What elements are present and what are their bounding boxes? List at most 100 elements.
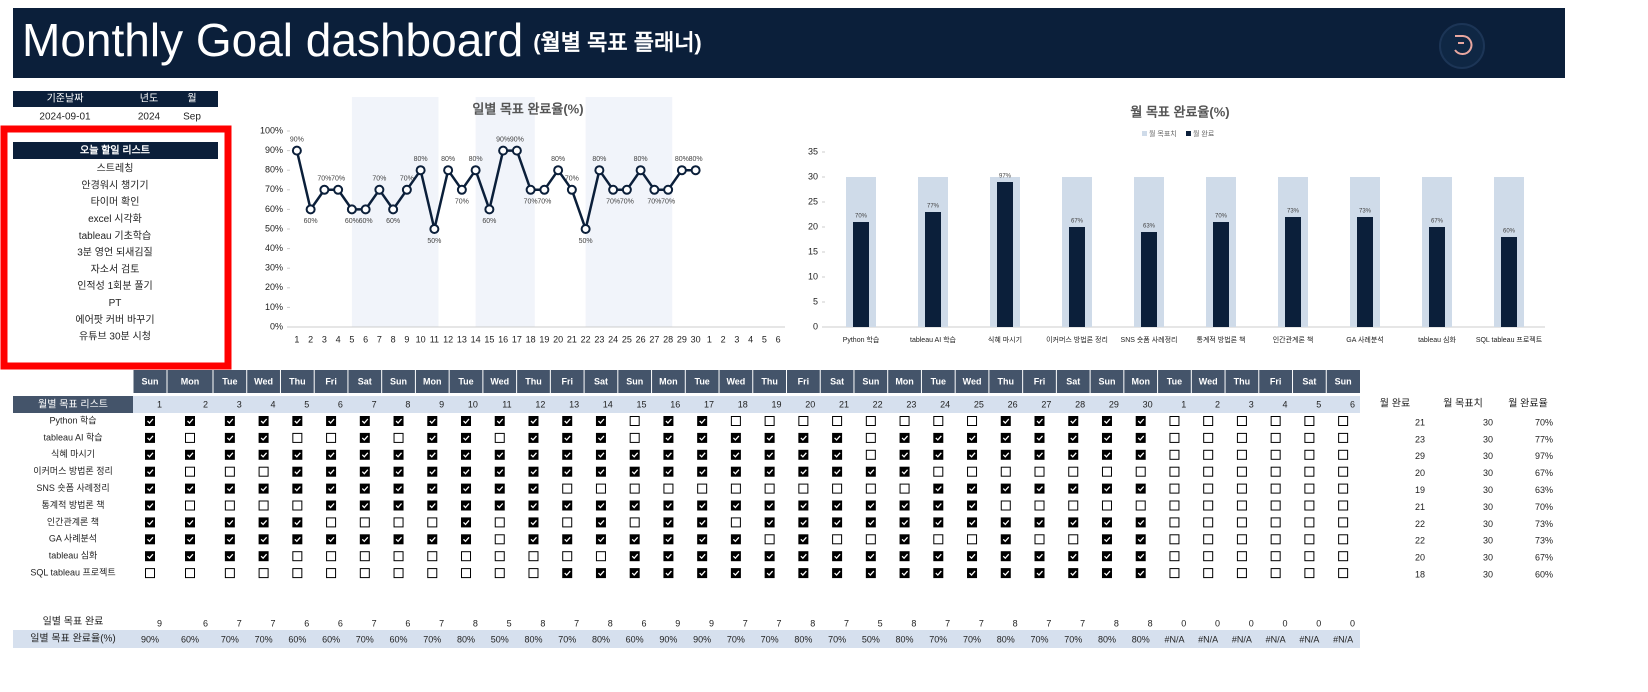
checkbox	[933, 449, 944, 460]
checkbox	[461, 432, 472, 443]
weekday: Wed	[254, 376, 273, 386]
y-tick-label: 10	[808, 271, 818, 281]
check-tick	[226, 486, 234, 492]
checkbox	[427, 449, 438, 460]
checkbox	[224, 551, 235, 562]
checkbox	[393, 534, 404, 545]
checkbox	[1270, 568, 1281, 579]
point	[525, 184, 536, 195]
day-number: 2	[203, 399, 208, 409]
checkbox	[764, 466, 775, 477]
check-tick	[463, 452, 470, 458]
check-tick	[187, 486, 194, 492]
checkbox	[1000, 500, 1011, 511]
checkbox	[1000, 517, 1011, 528]
checkbox	[899, 568, 910, 579]
checkbox	[185, 551, 195, 562]
checkbox	[730, 568, 741, 579]
goal-name: 인간관계론 책	[47, 516, 99, 527]
checkbox	[145, 416, 155, 426]
check-tick	[800, 469, 807, 475]
point-label: 50%	[579, 238, 593, 245]
checkbox	[764, 534, 775, 545]
checkbox	[145, 483, 155, 494]
daily-done: 7	[743, 618, 748, 628]
weekday: Thu	[761, 376, 778, 386]
date-header: 월	[187, 93, 196, 105]
bar-label: 70%	[1215, 214, 1228, 220]
check-tick	[530, 536, 537, 543]
checkbox	[933, 500, 944, 511]
checkbox	[1203, 551, 1214, 562]
checkbox	[224, 534, 235, 545]
daily-rate: #N/A	[1266, 634, 1286, 644]
checkbox	[967, 517, 978, 528]
x-tick-label: 1	[294, 334, 299, 344]
checkbox	[1270, 500, 1281, 511]
check-tick	[1104, 553, 1111, 560]
check-tick	[1036, 486, 1043, 492]
month-done: 29	[1415, 451, 1425, 461]
checkbox	[764, 551, 775, 562]
checkbox	[1169, 500, 1180, 511]
checkbox	[764, 568, 775, 579]
check-tick	[597, 469, 605, 475]
checkbox	[1068, 551, 1079, 562]
checkbox	[1338, 534, 1349, 545]
daily-rate: 80%	[1132, 634, 1150, 644]
logo-glyph	[1454, 35, 1473, 55]
check-tick	[260, 418, 268, 424]
check-tick	[294, 519, 301, 526]
point	[511, 145, 522, 156]
checkbox	[933, 416, 944, 426]
daily-rate: 70%	[929, 634, 947, 644]
check-tick	[395, 418, 403, 424]
month-rate: 67%	[1535, 468, 1553, 478]
check-tick	[1002, 553, 1010, 560]
checkbox	[798, 500, 809, 511]
check-tick	[463, 486, 470, 492]
check-tick	[530, 435, 537, 441]
check-tick	[665, 469, 672, 475]
header-bar	[13, 8, 1565, 78]
weekday: Thu	[289, 376, 306, 386]
todo-item: 자소서 검토	[91, 263, 140, 275]
y-tick-label: 100%	[260, 125, 283, 135]
check-tick	[665, 452, 672, 458]
checkbox	[595, 517, 606, 528]
checkbox	[730, 483, 741, 494]
daily-rate: 60%	[626, 634, 644, 644]
checkbox	[967, 483, 978, 494]
checkbox	[1101, 466, 1112, 477]
x-tick-label: SNS 숏폼 사례정리	[1121, 335, 1178, 344]
daily-done: 0	[1316, 618, 1321, 628]
logo[interactable]	[1439, 23, 1485, 69]
checkbox	[1169, 483, 1180, 494]
y-tick-label: 0%	[270, 321, 283, 331]
checkbox	[798, 416, 809, 426]
daily-rate: 80%	[997, 634, 1015, 644]
x-tick-label: 5	[349, 334, 354, 344]
checkbox	[730, 466, 741, 477]
daily-rate: 70%	[423, 634, 441, 644]
checkbox	[595, 449, 606, 460]
checkbox	[1304, 416, 1315, 426]
month-rate: 97%	[1535, 451, 1553, 461]
checkbox	[798, 568, 809, 579]
month-target: 30	[1483, 468, 1493, 478]
daily-done: 7	[945, 618, 950, 628]
checkbox	[933, 466, 944, 477]
weekday: Sat	[1066, 376, 1080, 386]
daily-rate: #N/A	[1232, 634, 1252, 644]
checkbox	[145, 449, 155, 460]
checkbox	[697, 551, 708, 562]
checkbox	[224, 466, 235, 477]
checkbox	[494, 483, 505, 494]
check-tick	[800, 570, 807, 577]
x-tick-label: 20	[553, 334, 563, 344]
checkbox	[865, 534, 876, 545]
check-tick	[800, 452, 807, 458]
check-tick	[361, 435, 369, 441]
x-tick-label: 2	[721, 334, 726, 344]
